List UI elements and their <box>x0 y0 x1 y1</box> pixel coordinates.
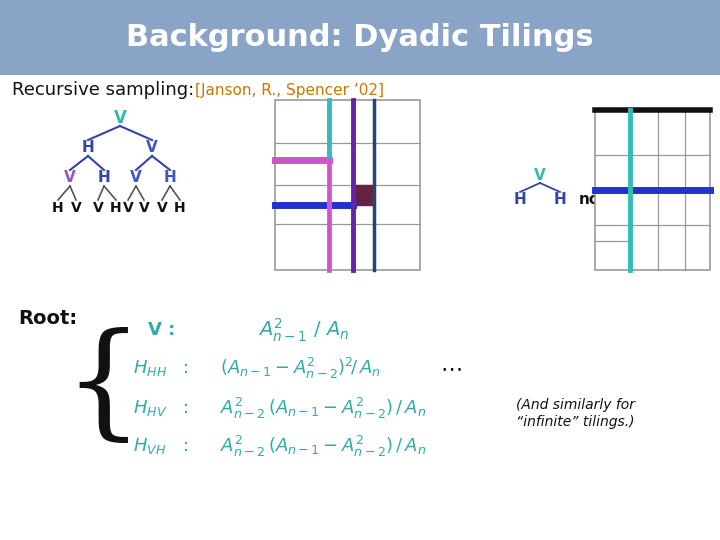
Text: :: : <box>183 437 189 455</box>
Text: V: V <box>157 201 167 215</box>
Text: (And similarly for: (And similarly for <box>516 398 634 412</box>
Text: $A_{n-2}^{2}\,(A_{n-1} - A_{n-2}^{2})\,/\,A_n$: $A_{n-2}^{2}\,(A_{n-1} - A_{n-2}^{2})\,/… <box>220 434 426 458</box>
Text: V: V <box>64 171 76 186</box>
Bar <box>595 110 710 270</box>
Text: H: H <box>81 140 94 156</box>
Text: V: V <box>122 201 133 215</box>
Bar <box>275 100 420 270</box>
Text: not: not <box>579 192 607 207</box>
Text: V: V <box>614 192 626 207</box>
Text: V: V <box>139 201 149 215</box>
Text: V: V <box>146 140 158 156</box>
Text: H: H <box>110 201 122 215</box>
Text: $(A_{n-1} - A_{n-2}^{2})^2\!/\,A_n$: $(A_{n-1} - A_{n-2}^{2})^2\!/\,A_n$ <box>220 355 381 381</box>
Text: :: : <box>183 359 189 377</box>
Text: “infinite” tilings.): “infinite” tilings.) <box>516 415 634 429</box>
Text: H: H <box>554 192 567 207</box>
Text: $A_{n-1}^{2}\ /\ A_n$: $A_{n-1}^{2}\ /\ A_n$ <box>258 316 349 343</box>
Text: Root:: Root: <box>18 308 77 327</box>
Text: $\cdots$: $\cdots$ <box>440 358 462 378</box>
Text: H: H <box>634 167 647 183</box>
Text: V: V <box>114 109 127 127</box>
Text: :: : <box>183 399 189 417</box>
Text: V: V <box>534 167 546 183</box>
Text: $H_{VH}$: $H_{VH}$ <box>133 436 166 456</box>
Text: H: H <box>174 201 186 215</box>
Text: V: V <box>93 201 104 215</box>
Text: $H_{HV}$: $H_{HV}$ <box>133 398 167 418</box>
Text: H: H <box>163 171 176 186</box>
Text: Recursive sampling:: Recursive sampling: <box>12 81 194 99</box>
Text: $H_{HH}$: $H_{HH}$ <box>133 358 167 378</box>
Text: [Janson, R., Spencer ’02]: [Janson, R., Spencer ’02] <box>195 83 384 98</box>
Text: V: V <box>130 171 142 186</box>
Text: H: H <box>98 171 110 186</box>
Text: V: V <box>654 192 666 207</box>
Text: Background: Dyadic Tilings: Background: Dyadic Tilings <box>126 23 594 51</box>
Text: $A_{n-2}^{2}\,(A_{n-1} - A_{n-2}^{2})\,/\,A_n$: $A_{n-2}^{2}\,(A_{n-1} - A_{n-2}^{2})\,/… <box>220 395 426 421</box>
Bar <box>0 0 720 75</box>
Text: V: V <box>71 201 81 215</box>
Text: {: { <box>63 327 143 449</box>
Text: H: H <box>52 201 64 215</box>
Text: H: H <box>513 192 526 207</box>
Text: V :: V : <box>148 321 175 339</box>
